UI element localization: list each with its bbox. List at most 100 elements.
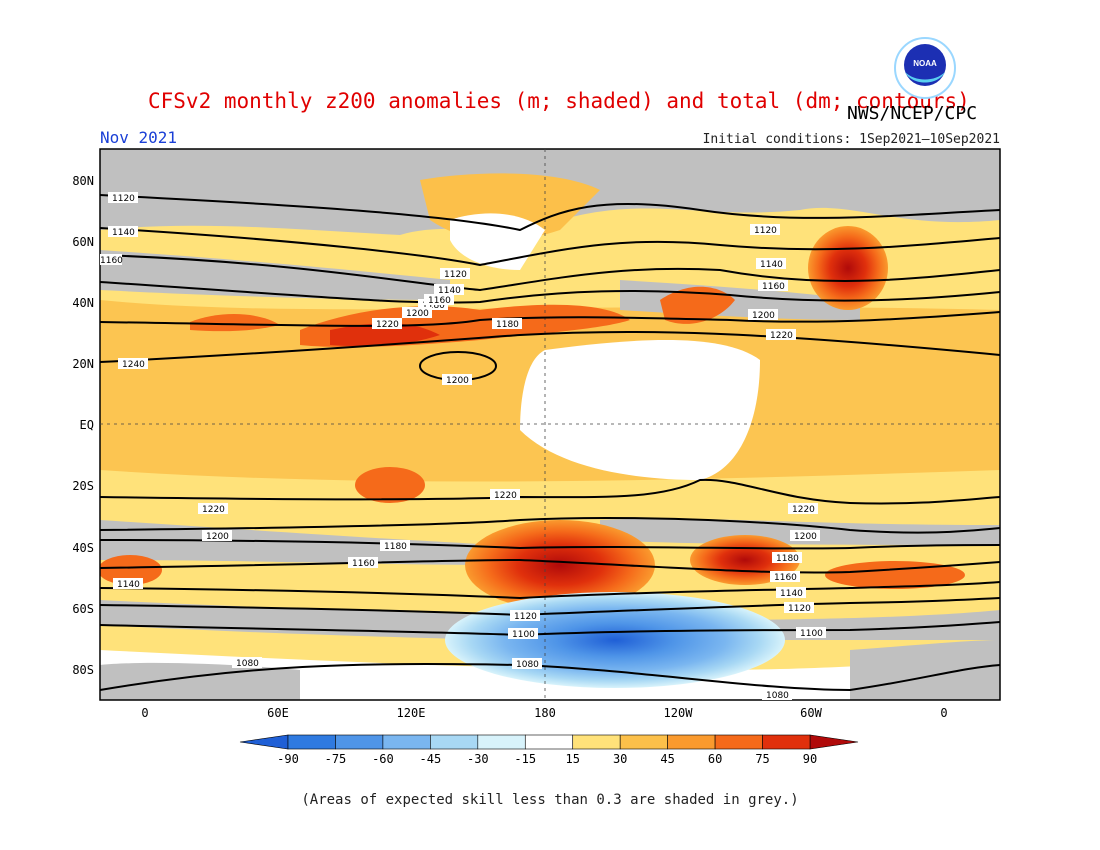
- africa-nh-anomaly: [190, 314, 280, 332]
- forecast-month: Nov 2021: [100, 128, 178, 147]
- colorbar-label: -75: [325, 752, 347, 766]
- colorbar-swatch: [430, 734, 479, 750]
- contour-label: 1120: [112, 194, 135, 204]
- contour-label: 1120: [788, 604, 811, 614]
- contour-1140-nh: [99, 227, 1001, 267]
- lon-label: 120E: [397, 706, 426, 720]
- contour-label: 1220: [376, 320, 399, 330]
- contour-1120-sh: [99, 597, 1001, 617]
- contour-label: 1100: [512, 630, 535, 640]
- contour-label: 1080: [236, 659, 259, 669]
- lon-label: 60W: [800, 706, 822, 720]
- colorbar-label: 30: [613, 752, 627, 766]
- lat-label: 60S: [72, 602, 94, 616]
- colorbar-swatch: [572, 734, 621, 750]
- logo-text: NOAA: [913, 59, 937, 68]
- contour-label: 1140: [117, 580, 140, 590]
- colorbar: -90 -75 -60 -45 -30 -15 15 30 45 60 75 90: [239, 734, 859, 766]
- lat-label: 60N: [72, 235, 94, 249]
- contour-label: 1200: [406, 309, 429, 319]
- contour-1080-sh: [99, 663, 1001, 692]
- contour-label: 1160: [428, 296, 451, 306]
- contour-label: 1220: [494, 491, 517, 501]
- contour-label: 1180: [496, 320, 519, 330]
- lon-label: 120W: [664, 706, 694, 720]
- pacific-nh-anomaly: [660, 286, 735, 324]
- colorbar-label: 15: [566, 752, 580, 766]
- lat-label: EQ: [80, 418, 94, 432]
- lat-label: 40N: [72, 296, 94, 310]
- contour-label: 1180: [776, 554, 799, 564]
- contour-1100-sh: [99, 621, 1001, 637]
- contour-labels: 1120 1140 1160 1180 1200 1220 1240 1120 …: [100, 192, 826, 701]
- lat-label: 20N: [72, 357, 94, 371]
- contour-1140-sh: [99, 581, 1001, 600]
- colorbar-label: -15: [514, 752, 536, 766]
- contour-1220-nh: [99, 330, 1001, 363]
- contour-1180-sh: [99, 539, 1001, 550]
- contour-label: 1120: [444, 270, 467, 280]
- lat-label: 20S: [72, 479, 94, 493]
- shaded-field: [100, 149, 1000, 700]
- colorbar-swatch: [762, 734, 811, 750]
- colorbar-label: 45: [660, 752, 674, 766]
- antarctic-low-skill-west: [100, 662, 300, 700]
- contour-1120-nh: [99, 194, 1001, 232]
- contour-label: 1220: [202, 505, 225, 515]
- colorbar-swatch: [667, 734, 716, 750]
- colorbar-label: -30: [467, 752, 489, 766]
- south-indian-anomaly-west: [100, 555, 162, 585]
- colorbar-swatch: [382, 734, 431, 750]
- contour-1160-nh: [99, 254, 1001, 292]
- contour-label: 1120: [514, 612, 537, 622]
- colorbar-right-arrow: [809, 734, 859, 750]
- colorbar-swatch: [714, 734, 763, 750]
- lat-label: 40S: [72, 541, 94, 555]
- colorbar-label: 60: [708, 752, 722, 766]
- chart-title: CFSv2 monthly z200 anomalies (m; shaded)…: [148, 89, 970, 113]
- contour-label: 1240: [122, 360, 145, 370]
- contour-label: 1220: [770, 331, 793, 341]
- indian-ocean-anomaly: [355, 467, 425, 503]
- lon-label: 180: [534, 706, 556, 720]
- plot-frame: [99, 148, 1001, 701]
- footnote: (Areas of expected skill less than 0.3 a…: [301, 792, 799, 808]
- colorbar-swatch: [619, 734, 668, 750]
- colorbar-label: 75: [755, 752, 769, 766]
- colorbar-swatch: [477, 734, 526, 750]
- contour-label: 1100: [800, 629, 823, 639]
- graticule: [100, 149, 1000, 700]
- lon-label: 0: [141, 706, 148, 720]
- lat-label: 80N: [72, 174, 94, 188]
- longitude-labels: 0 60E 120E 180 120W 60W 0: [141, 706, 947, 720]
- colorbar-label: -60: [372, 752, 394, 766]
- contour-1200-nh: [99, 311, 1001, 327]
- neutral-region-pacific: [520, 340, 760, 480]
- south-pacific-high-anomaly: [465, 520, 655, 610]
- colorbar-label: 90: [803, 752, 817, 766]
- contour-label: 1180: [422, 301, 445, 311]
- agency-label: NWS/NCEP/CPC: [847, 103, 978, 124]
- contour-label: 1140: [112, 228, 135, 238]
- contour-label: 1160: [762, 282, 785, 292]
- colorbar-swatch: [335, 734, 384, 750]
- contour-label: 1080: [516, 660, 539, 670]
- contour-label: 1140: [760, 260, 783, 270]
- contour-label: 1200: [446, 376, 469, 386]
- lon-label: 0: [940, 706, 947, 720]
- contour-1200-sh: [99, 517, 1001, 534]
- logo-wave: [905, 72, 945, 83]
- north-america-high-anomaly: [808, 226, 888, 310]
- colorbar-label: -45: [420, 752, 442, 766]
- contour-label: 1080: [766, 691, 789, 701]
- lon-label: 60E: [267, 706, 289, 720]
- contour-label: 1180: [384, 542, 407, 552]
- antarctic-low-skill-east: [850, 640, 1000, 700]
- contour-label: 1140: [780, 589, 803, 599]
- contour-label: 1200: [752, 311, 775, 321]
- contour-label: 1220: [792, 505, 815, 515]
- initial-conditions: Initial conditions: 1Sep2021–10Sep2021: [702, 132, 1000, 147]
- height-contours: [99, 194, 1001, 692]
- colorbar-swatch: [524, 734, 574, 750]
